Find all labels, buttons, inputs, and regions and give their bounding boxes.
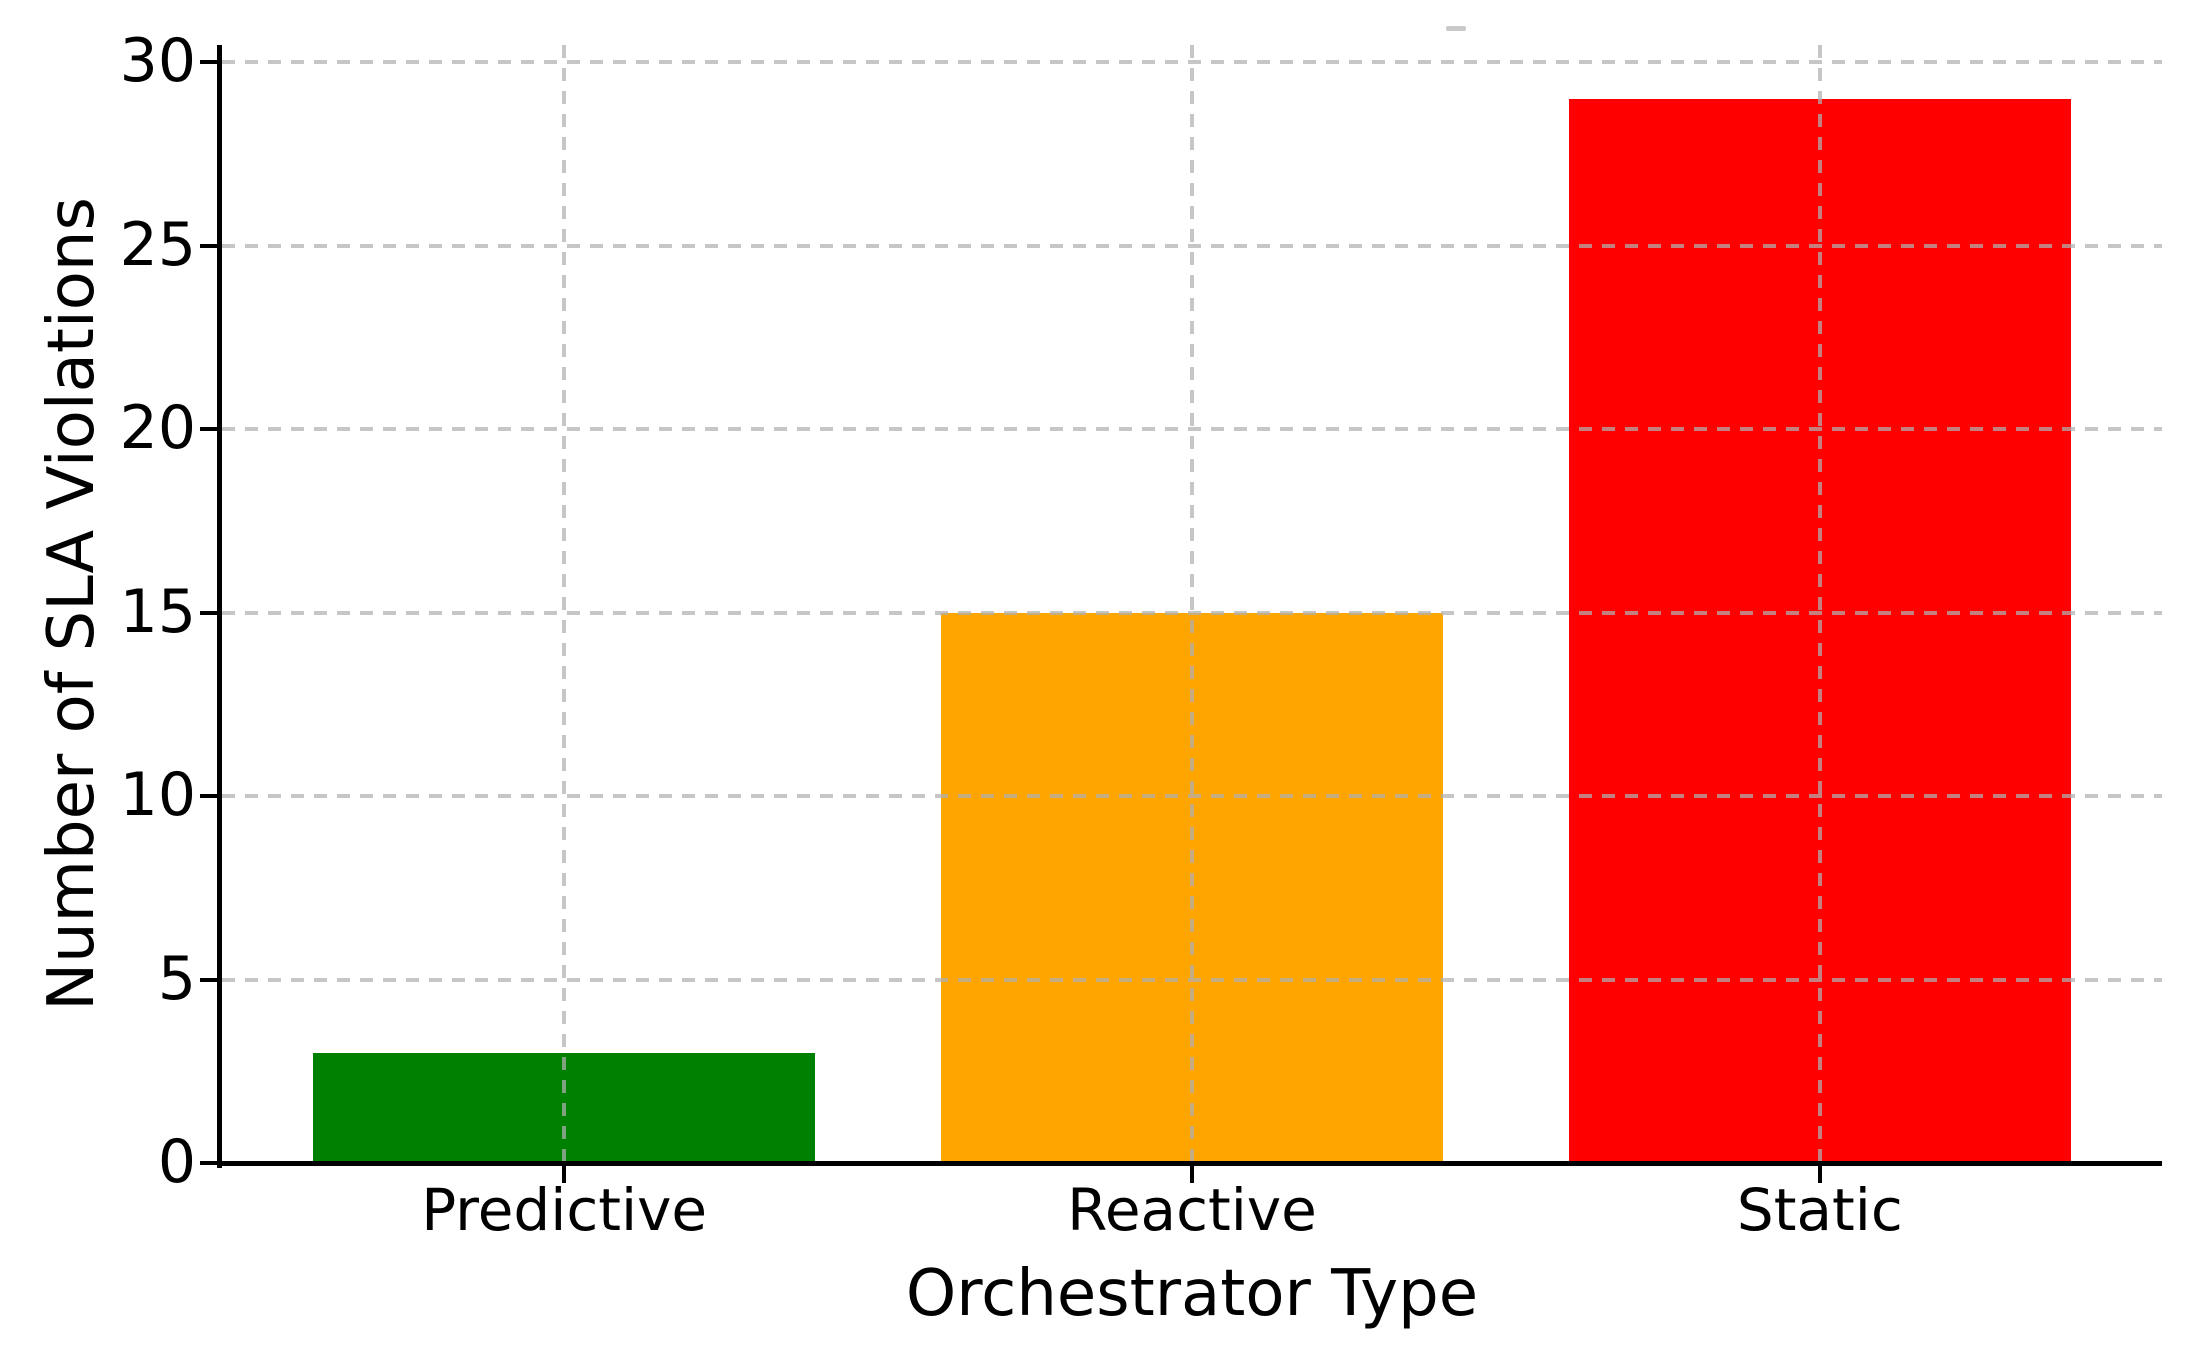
y-tick-mark-15: [200, 610, 222, 615]
plot-area: [222, 45, 2162, 1163]
y-tick-mark-10: [200, 794, 222, 798]
y-tick-label-20: 20: [119, 393, 196, 463]
x-tick-label-static: Static: [1736, 1176, 1903, 1244]
grid-layer: [222, 45, 2162, 1163]
y-tick-label-25: 25: [119, 209, 196, 280]
y-tick-label-30: 30: [119, 26, 196, 96]
y-tick-label-0: 0: [157, 1127, 196, 1197]
x-axis-label: Orchestrator Type: [905, 1257, 1479, 1331]
gridline-x-reactive: [1190, 45, 1194, 1163]
gridline-x-static: [1817, 45, 1822, 1163]
x-axis-spine: [217, 1161, 2162, 1166]
y-tick-mark-5: [200, 977, 222, 982]
y-tick-mark-30: [200, 60, 222, 64]
y-axis-label: Number of SLA Violations: [35, 197, 109, 1011]
y-tick-mark-25: [200, 243, 222, 248]
y-tick-label-5: 5: [157, 943, 196, 1014]
x-tick-mark-predictive: [562, 1163, 567, 1183]
y-tick-mark-20: [200, 427, 222, 431]
x-tick-label-predictive: Predictive: [421, 1176, 708, 1244]
gridline-x-predictive: [562, 45, 567, 1163]
x-tick-mark-static: [1817, 1163, 1822, 1183]
y-tick-label-10: 10: [119, 760, 196, 830]
y-axis-spine: [217, 45, 222, 1168]
y-tick-label-15: 15: [119, 576, 196, 647]
x-tick-label-reactive: Reactive: [1067, 1176, 1317, 1244]
x-tick-mark-reactive: [1190, 1163, 1194, 1183]
stray-dash-artifact: [1446, 26, 1466, 31]
y-tick-mark-0: [200, 1161, 222, 1165]
